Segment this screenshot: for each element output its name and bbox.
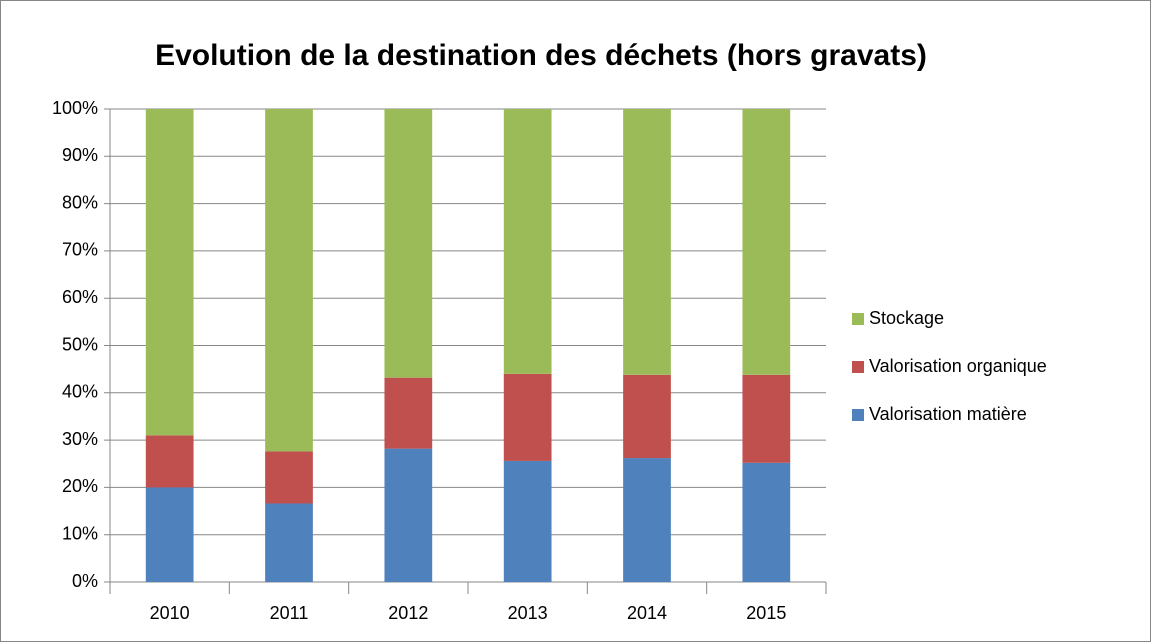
x-tick-label: 2010	[150, 603, 190, 623]
x-tick-label: 2012	[388, 603, 428, 623]
bar-segment	[503, 460, 552, 582]
bar-segment	[145, 435, 194, 488]
bar-segment	[145, 109, 194, 436]
y-tick-label: 80%	[62, 192, 98, 212]
x-tick-label: 2014	[627, 603, 667, 623]
legend-swatch	[852, 361, 864, 373]
legend-label: Valorisation matière	[869, 404, 1027, 424]
y-tick-label: 30%	[62, 429, 98, 449]
x-tick-label: 2013	[508, 603, 548, 623]
y-tick-label: 100%	[52, 98, 98, 118]
legend-label: Valorisation organique	[869, 356, 1047, 376]
bar-segment	[265, 503, 313, 582]
y-tick-label: 20%	[62, 476, 98, 496]
bar-segment	[384, 448, 433, 582]
bar-segment	[623, 109, 671, 375]
bar-segment	[742, 374, 791, 463]
x-tick-label: 2011	[270, 603, 309, 623]
bar-segment	[265, 109, 313, 452]
y-tick-label: 90%	[62, 145, 98, 165]
bar-segment	[742, 109, 791, 375]
chart-title: Evolution de la destination des déchets …	[155, 39, 927, 72]
bar-segment	[503, 109, 552, 374]
bar-segment	[503, 373, 552, 461]
bar-segment	[623, 374, 671, 459]
bar-segment	[145, 487, 194, 582]
y-tick-label: 60%	[62, 287, 98, 307]
legend-swatch	[852, 313, 864, 325]
bar-segment	[384, 377, 433, 449]
y-tick-label: 40%	[62, 382, 98, 402]
legend-label: Stockage	[869, 308, 944, 328]
bar-segment	[623, 458, 671, 582]
y-tick-label: 70%	[62, 240, 98, 260]
x-tick-label: 2015	[746, 603, 786, 623]
bar-segment	[742, 462, 791, 582]
y-tick-label: 0%	[72, 571, 98, 591]
legend-swatch	[852, 409, 864, 421]
bar-segment	[384, 109, 433, 378]
bar-segment	[265, 451, 313, 504]
y-tick-label: 10%	[62, 523, 98, 543]
y-tick-label: 50%	[62, 334, 98, 354]
